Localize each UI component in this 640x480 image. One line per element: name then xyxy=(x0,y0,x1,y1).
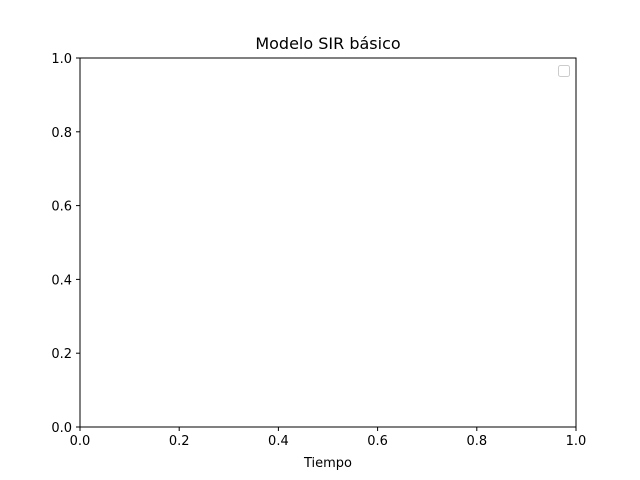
y-tick-label: 1.0 xyxy=(51,52,72,67)
y-tick-label: 0.8 xyxy=(51,126,72,141)
x-tick-label: 0.0 xyxy=(70,434,91,449)
x-axis-label: Tiempo xyxy=(303,456,352,471)
x-tick-label: 0.8 xyxy=(466,434,487,449)
x-tick-label: 0.4 xyxy=(268,434,289,449)
plot-area xyxy=(79,57,577,428)
y-tick-label: 0.4 xyxy=(51,273,72,288)
x-tick-label: 0.6 xyxy=(367,434,388,449)
y-tick-label: 0.0 xyxy=(51,421,72,436)
y-tick-label: 0.2 xyxy=(51,347,72,362)
legend-box xyxy=(558,65,570,77)
y-axis: 0.0 0.2 0.4 0.6 0.8 1.0 xyxy=(51,52,80,436)
chart-title: Modelo SIR básico xyxy=(255,34,400,53)
y-tick-label: 0.6 xyxy=(51,200,72,215)
x-axis: 0.0 0.2 0.4 0.6 0.8 1.0 xyxy=(70,427,587,449)
x-tick-label: 0.2 xyxy=(169,434,190,449)
x-tick-label: 1.0 xyxy=(566,434,587,449)
